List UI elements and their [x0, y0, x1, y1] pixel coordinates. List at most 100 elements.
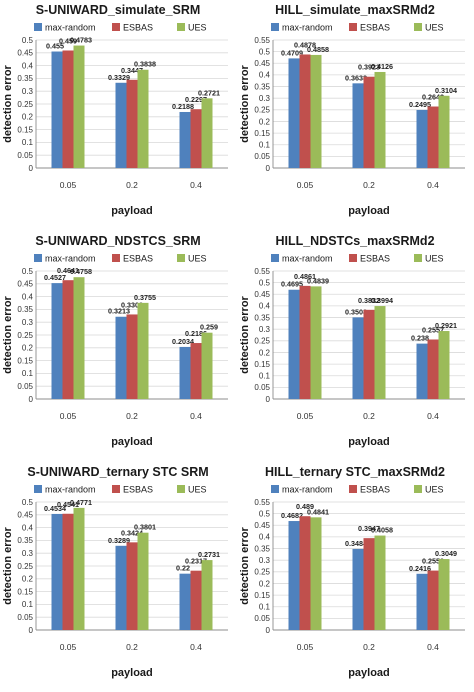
bar: [62, 50, 74, 168]
bar: [51, 513, 63, 630]
y-tick-label: 0: [266, 626, 271, 635]
bar: [115, 316, 127, 399]
data-label: 0.2034: [172, 337, 194, 346]
y-tick-label: 0.1: [22, 600, 34, 609]
bar: [299, 54, 311, 169]
y-tick-label: 0.15: [254, 360, 270, 369]
data-label: 0.3329: [108, 73, 130, 82]
legend-swatch: [177, 23, 185, 31]
x-tick-label: 0.05: [60, 411, 77, 421]
legend-label: UES: [425, 485, 444, 495]
y-tick-label: 0.2: [259, 579, 271, 588]
x-tick-label: 0.4: [190, 411, 202, 421]
y-axis-title: detection error: [239, 295, 251, 373]
x-tick-label: 0.2: [363, 642, 375, 652]
data-label: 0.3947: [358, 524, 380, 533]
y-tick-label: 0.45: [254, 290, 270, 299]
bar: [438, 331, 450, 399]
data-label: 0.3923: [358, 63, 380, 72]
x-tick-label: 0.05: [60, 180, 77, 190]
bar: [363, 309, 375, 399]
y-tick-label: 0.2: [22, 575, 34, 584]
data-label: 0.4058: [371, 526, 393, 535]
y-tick-label: 0.3: [259, 556, 271, 565]
y-tick-label: 0.5: [22, 498, 34, 507]
bar: [62, 513, 74, 630]
x-tick-label: 0.4: [427, 411, 439, 421]
legend-swatch: [414, 485, 422, 493]
data-label: 0.3289: [108, 536, 130, 545]
data-label: 0.2553: [422, 557, 444, 566]
data-label: 0.3994: [371, 296, 393, 305]
chart-title: HILL_simulate_maxSRMd2: [275, 3, 435, 17]
y-tick-label: 0.55: [254, 36, 270, 45]
legend-label: max-random: [282, 23, 333, 33]
data-label: 0.3484: [345, 539, 367, 548]
data-label: 0.2557: [422, 325, 444, 334]
legend-label: ESBAS: [123, 485, 153, 495]
bar: [137, 302, 149, 399]
bar: [416, 109, 428, 168]
bar: [288, 58, 300, 169]
y-tick-label: 0.45: [254, 59, 270, 68]
bar: [190, 343, 202, 399]
legend-label: max-random: [282, 485, 333, 495]
y-tick-label: 0.5: [259, 509, 271, 518]
bar: [310, 286, 322, 399]
y-tick-label: 0.45: [17, 49, 33, 58]
bar: [374, 535, 386, 630]
y-tick-label: 0: [29, 626, 34, 635]
bar: [51, 283, 63, 399]
y-tick-label: 0.4: [259, 533, 271, 542]
y-tick-label: 0.15: [17, 125, 33, 134]
legend-swatch: [177, 485, 185, 493]
y-axis-title: detection error: [2, 295, 14, 373]
x-tick-label: 0.05: [297, 411, 314, 421]
data-label: 0.3638: [345, 73, 367, 82]
y-tick-label: 0.1: [22, 369, 34, 378]
y-tick-label: 0.2: [259, 348, 271, 357]
legend-swatch: [271, 23, 279, 31]
y-tick-label: 0.4: [22, 61, 34, 70]
y-tick-label: 0.35: [254, 313, 270, 322]
x-axis-title: payload: [348, 436, 390, 448]
y-tick-label: 0.4: [259, 302, 271, 311]
data-label: 0.4878: [294, 40, 316, 49]
legend-swatch: [349, 254, 357, 262]
data-label: 0.2186: [185, 329, 207, 338]
y-tick-label: 0.25: [17, 100, 33, 109]
legend-swatch: [112, 485, 120, 493]
x-tick-label: 0.2: [126, 642, 138, 652]
data-label: 0.2495: [409, 100, 431, 109]
y-tick-label: 0.25: [254, 568, 270, 577]
legend-swatch: [112, 23, 120, 31]
bar: [201, 98, 213, 168]
bar: [427, 339, 439, 399]
legend-label: UES: [188, 23, 207, 33]
x-tick-label: 0.2: [126, 180, 138, 190]
y-tick-label: 0.3: [22, 549, 34, 558]
legend-label: ESBAS: [360, 23, 390, 33]
data-label: 0.22: [176, 564, 190, 573]
data-label: 0.2188: [172, 102, 194, 111]
legend-label: ESBAS: [360, 485, 390, 495]
y-tick-label: 0.3: [22, 87, 34, 96]
bar: [416, 343, 428, 399]
chart-panel: S-UNIWARD_simulate_SRM max-random ESBAS UES…: [0, 0, 237, 230]
data-label: 0.4783: [70, 36, 92, 45]
bar: [438, 559, 450, 630]
data-label: 0.4541: [57, 500, 79, 509]
bar: [374, 71, 386, 168]
bar: [352, 317, 364, 399]
data-label: 0.3508: [345, 307, 367, 316]
bar: [126, 542, 138, 630]
bar: [363, 76, 375, 168]
bar: [416, 573, 428, 630]
bar: [137, 69, 149, 168]
data-label: 0.3424: [121, 528, 143, 537]
bar: [201, 560, 213, 630]
y-tick-label: 0.1: [259, 603, 271, 612]
bar: [201, 332, 213, 399]
y-tick-label: 0.05: [254, 383, 270, 392]
